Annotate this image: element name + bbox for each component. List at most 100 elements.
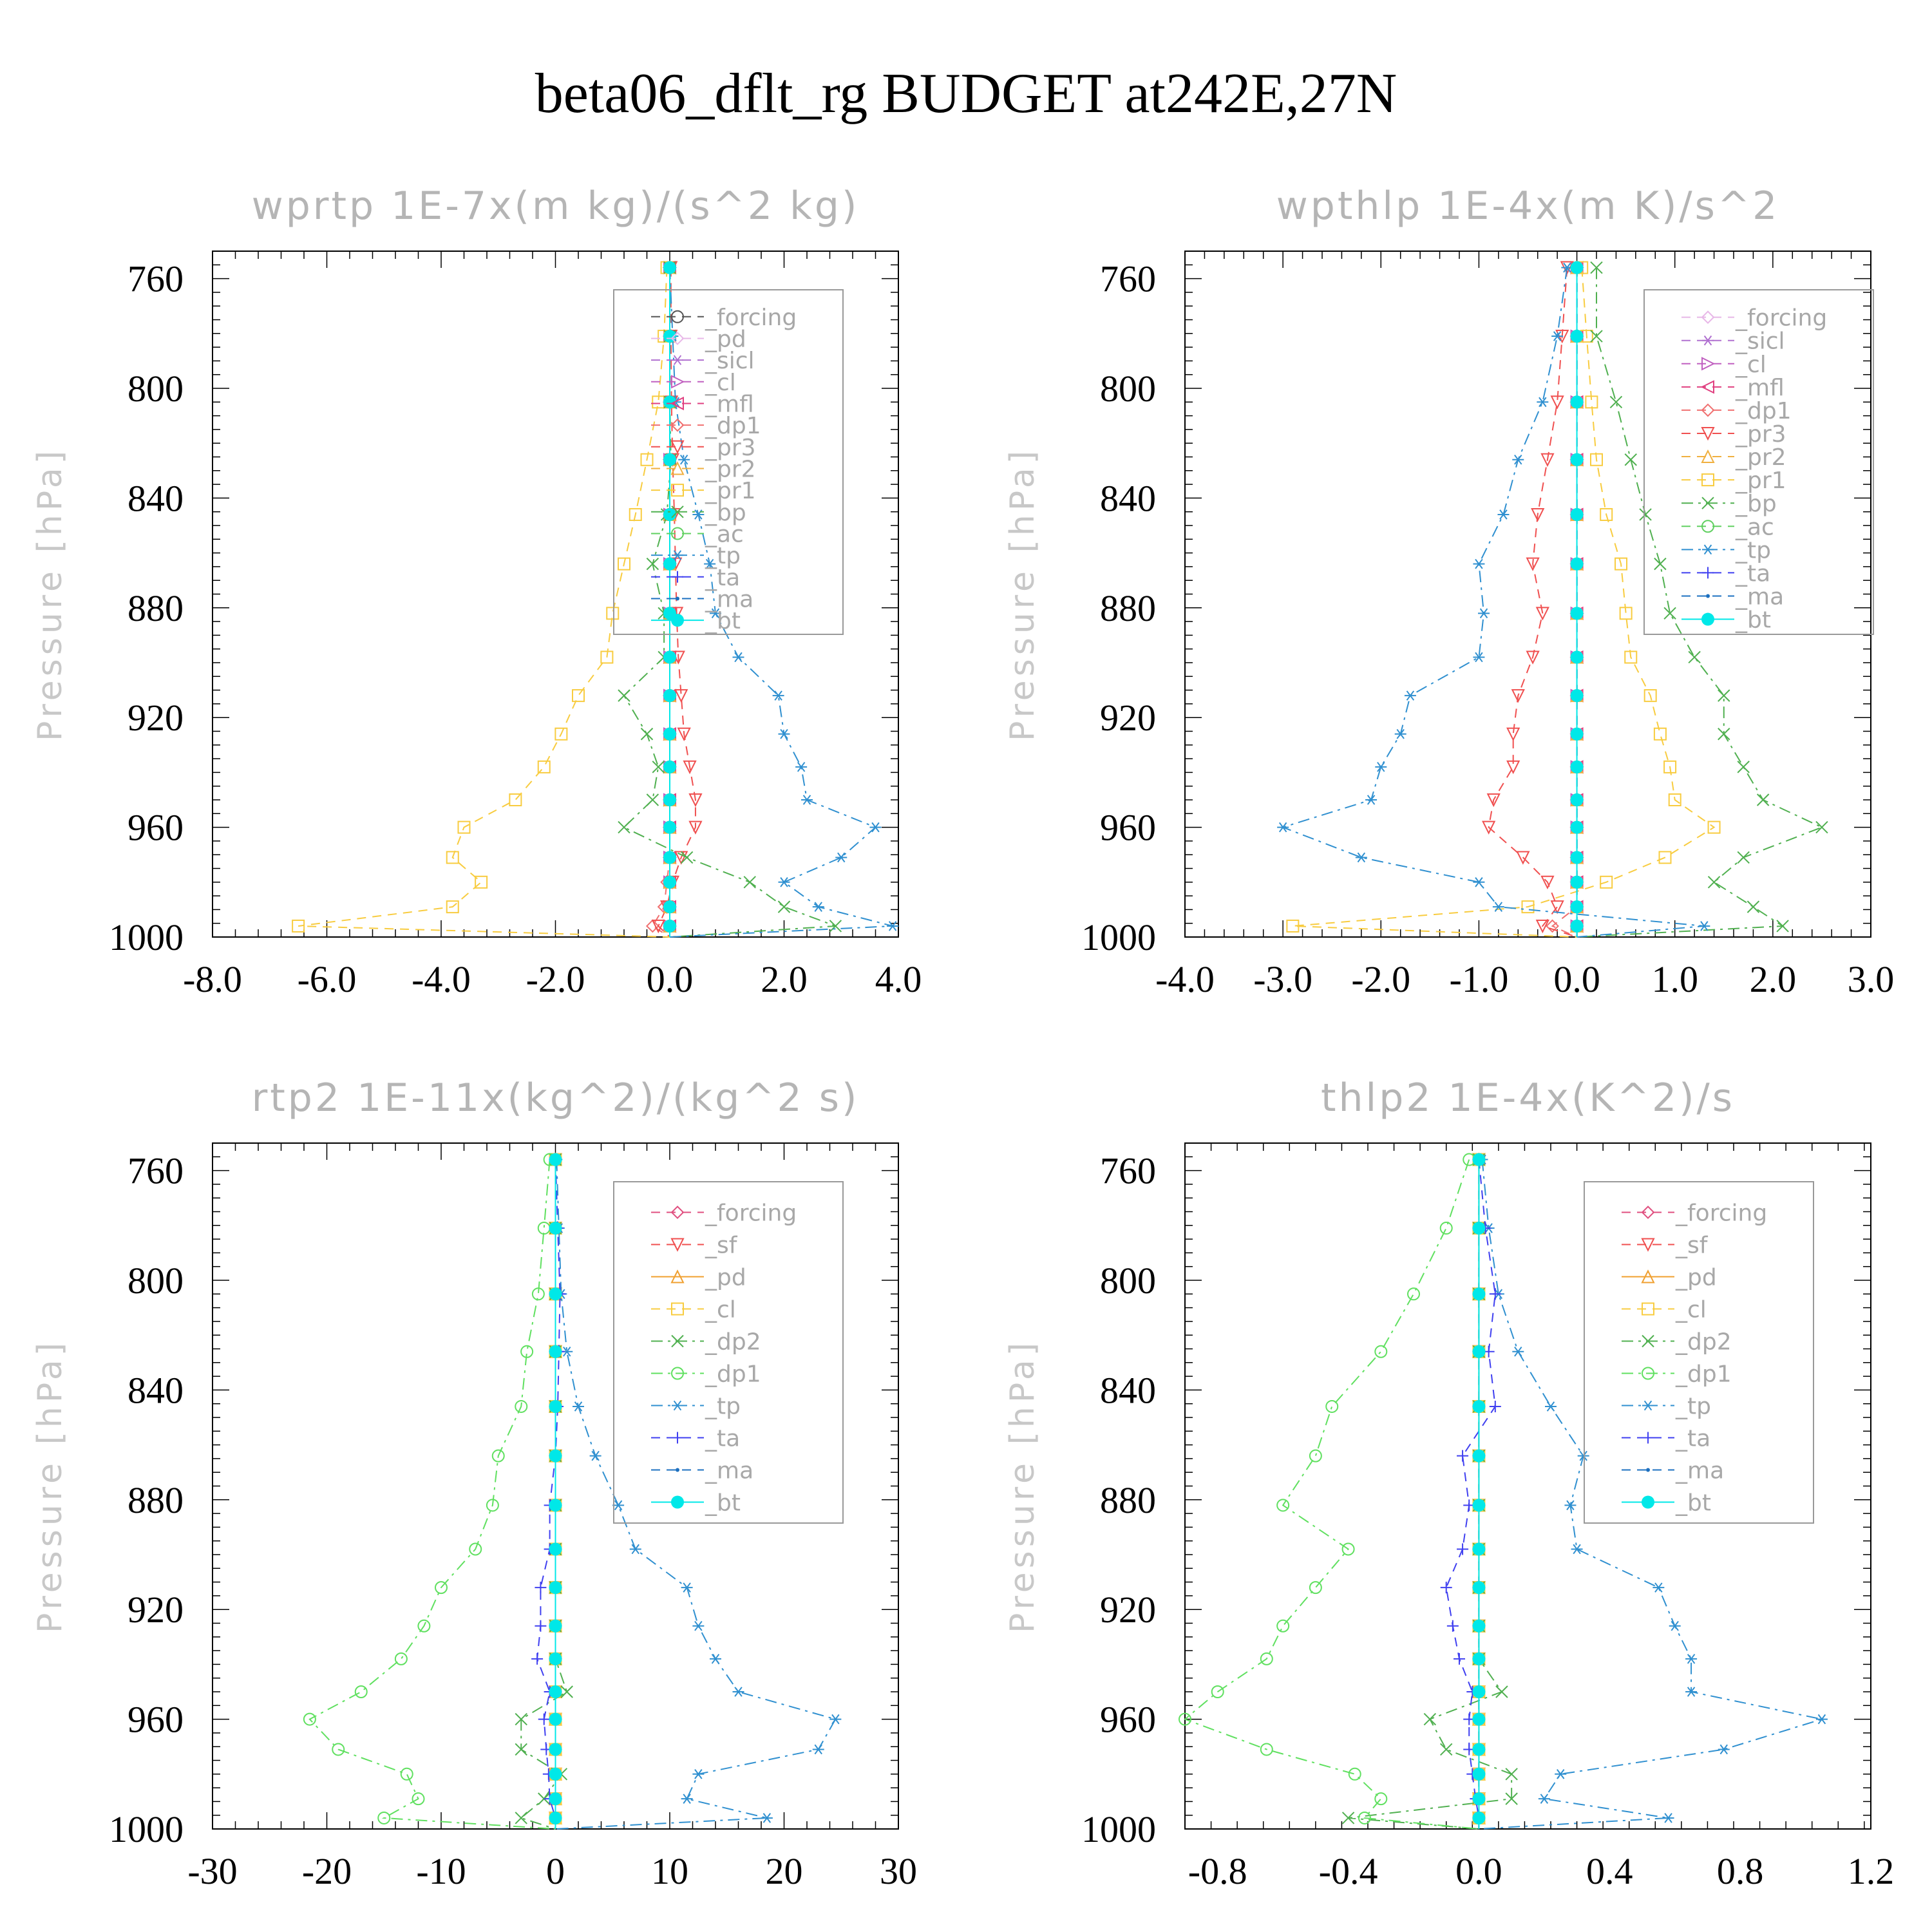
series-line <box>536 1159 561 1829</box>
legend-label: _forcing <box>705 305 797 331</box>
series-pr1 <box>1286 261 1721 938</box>
legend-label: _dp1 <box>705 1361 761 1388</box>
y-tick-label: 1000 <box>1081 916 1156 958</box>
series-dp2 <box>1341 1153 1518 1830</box>
legend-label: _dp2 <box>705 1329 761 1356</box>
main-title: beta06_dflt_rg BUDGET at242E,27N <box>535 62 1397 125</box>
x-tick-label: 30 <box>880 1850 917 1892</box>
y-tick-label: 880 <box>128 587 184 629</box>
x-tick-label: -3.0 <box>1253 958 1312 1000</box>
legend-label: _ta <box>1735 560 1770 587</box>
legend: _forcing _sf _pd _cl _dp2 _dp1 _tp _ta _ma _bt <box>1584 1181 1814 1524</box>
series-line <box>555 1159 837 1830</box>
y-tick-label: 800 <box>1100 368 1156 410</box>
y-tick-label: 920 <box>128 697 184 739</box>
series-bt <box>663 261 676 937</box>
legend-label: _ma <box>705 1458 753 1484</box>
x-tick-label: 20 <box>766 1850 803 1892</box>
legend-label: _pd <box>705 326 746 352</box>
x-tick-label: 10 <box>651 1850 688 1892</box>
series-line <box>623 267 836 938</box>
y-tick-label: 840 <box>128 477 184 519</box>
y-tick-label: 880 <box>1100 1479 1156 1521</box>
y-tick-label: 880 <box>128 1479 184 1521</box>
series-ta <box>1440 1153 1501 1829</box>
y-tick-label: 920 <box>1100 1589 1156 1631</box>
series-tp <box>664 262 899 938</box>
series-pr3 <box>1482 261 1577 938</box>
y-axis-label: Pressure [hPa] <box>1003 1339 1042 1633</box>
series-ta <box>531 1153 566 1829</box>
legend: _forcing_sicl_cl_mfl_dp1_pr3_pr2_pr1_bp_… <box>1643 289 1874 635</box>
panel-title: rtp2 1E-11x(kg^2)/(kg^2 s) <box>252 1075 860 1121</box>
panel-1: 760 800 840 880 920 960 1000-8.0 -6.0 -4.0 -2.0 0.… <box>31 184 922 1000</box>
legend-label: _sicl <box>705 348 755 374</box>
x-tick-label: -30 <box>187 1850 237 1892</box>
legend-label: _ta <box>705 565 740 591</box>
legend-label: _pr2 <box>705 456 756 482</box>
x-tick-label: -10 <box>416 1850 466 1892</box>
panel-3: 760 800 840 880 920 960 1000-30 -20 -10 0 10 20 30 rt… <box>31 1075 917 1892</box>
legend-label: _tp <box>1735 537 1771 564</box>
legend-label: _sf <box>705 1233 738 1259</box>
x-tick-label: -4.0 <box>1155 958 1215 1000</box>
legend-label: _cl <box>1735 352 1766 378</box>
y-tick-label: 960 <box>128 807 184 849</box>
legend-label: _ac <box>1735 514 1774 540</box>
legend-label: _mfl <box>705 391 754 417</box>
series-line <box>1488 267 1577 938</box>
y-tick-label: 960 <box>1100 807 1156 849</box>
y-tick-label: 840 <box>128 1369 184 1411</box>
y-axis-label: Pressure [hPa] <box>31 447 70 741</box>
series-line <box>1445 1159 1496 1829</box>
legend-label: _mfl <box>1735 375 1785 401</box>
legend-label: _ta <box>705 1426 740 1452</box>
series-bp <box>1577 261 1828 938</box>
legend-label: _pd <box>1675 1265 1717 1291</box>
x-tick-label: -2.0 <box>1351 958 1410 1000</box>
legend-label: _forcing <box>1735 305 1827 332</box>
x-tick-label: -0.4 <box>1319 1850 1378 1892</box>
series-pr1 <box>292 261 674 938</box>
series-dp1 <box>1179 1153 1479 1830</box>
legend-label: _cl <box>705 1297 736 1323</box>
legend-label: _bt <box>705 1490 741 1517</box>
legend: _forcing_pd_sicl_cl_mfl_dp1_pr3_pr2_pr1_… <box>613 289 844 635</box>
x-tick-label: 0.0 <box>1455 1850 1502 1892</box>
legend-box <box>613 289 844 635</box>
legend-box <box>613 1181 844 1524</box>
x-tick-label: -6.0 <box>298 958 357 1000</box>
panel-title: wpthlp 1E-4x(m K)/s^2 <box>1276 184 1780 229</box>
series-tp <box>1476 1154 1828 1830</box>
x-tick-label: -2.0 <box>526 958 585 1000</box>
series-line <box>1281 267 1705 938</box>
y-tick-label: 1000 <box>109 1808 184 1850</box>
legend-label: _pd <box>705 1265 746 1291</box>
legend-label: _ac <box>705 521 744 547</box>
y-tick-label: 760 <box>128 1150 184 1192</box>
legend-label: _sicl <box>1735 328 1785 355</box>
x-tick-label: 1.0 <box>1651 958 1698 1000</box>
y-tick-label: 920 <box>1100 697 1156 739</box>
x-tick-label: 0.8 <box>1717 1850 1764 1892</box>
x-tick-label: 4.0 <box>875 958 922 1000</box>
series-bt <box>1472 1153 1486 1829</box>
y-tick-label: 760 <box>1100 1150 1156 1192</box>
panel-2: 760 800 840 880 920 960 1000-4.0 -3.0 -2.0 -1.0 0.… <box>1003 184 1894 1000</box>
legend-label: _ta <box>1675 1426 1710 1452</box>
x-tick-label: -0.8 <box>1188 1850 1247 1892</box>
legend: _forcing _sf _pd _cl _dp2 _dp1 _tp _ta _ma _bt <box>613 1181 844 1524</box>
legend-label: _pr3 <box>705 435 756 461</box>
x-tick-label: 2.0 <box>1750 958 1797 1000</box>
legend-label: _forcing <box>1675 1200 1767 1227</box>
x-tick-label: 2.0 <box>761 958 808 1000</box>
y-tick-label: 880 <box>1100 587 1156 629</box>
legend-label: _dp1 <box>705 413 761 439</box>
legend-label: _bp <box>705 500 746 526</box>
x-tick-label: 1.2 <box>1848 1850 1895 1892</box>
y-tick-label: 760 <box>128 258 184 300</box>
legend-label: _ma <box>1675 1458 1724 1484</box>
series-tp <box>551 1154 842 1830</box>
y-tick-label: 800 <box>128 1260 184 1302</box>
y-tick-label: 920 <box>128 1589 184 1631</box>
